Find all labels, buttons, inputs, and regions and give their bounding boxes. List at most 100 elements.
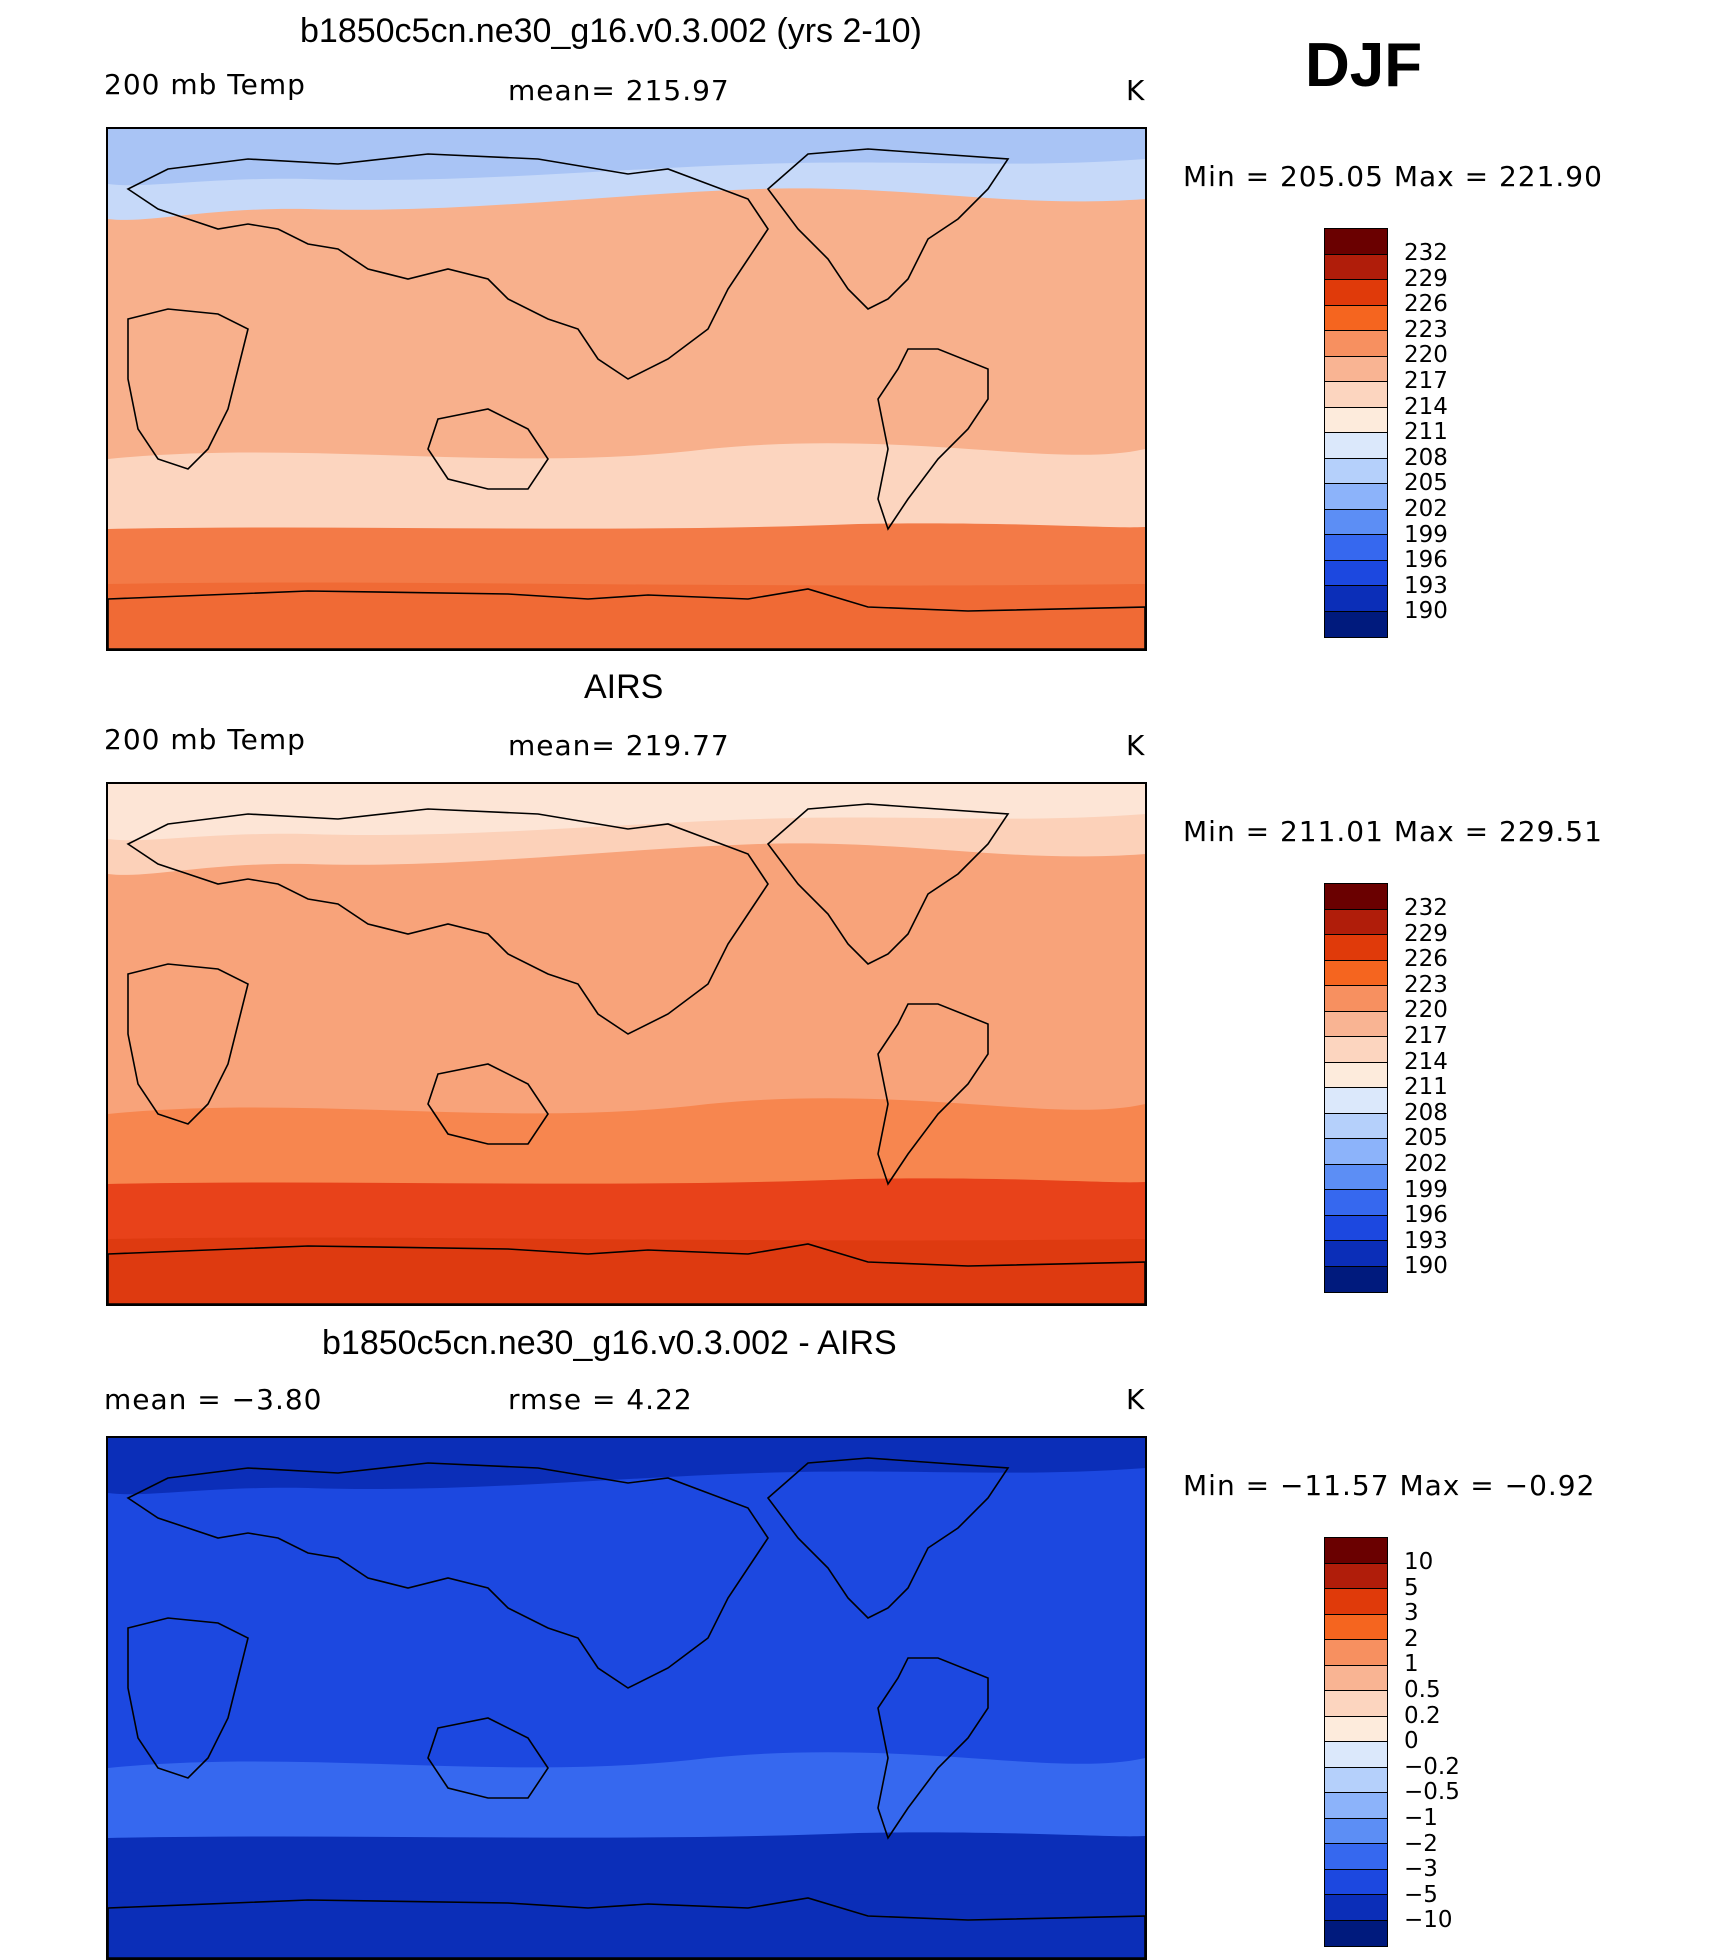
colorbar-box <box>1325 1614 1387 1640</box>
field-north-high <box>108 129 1145 186</box>
field-mid-band <box>108 1098 1145 1194</box>
panel-1-mean: mean= 215.97 <box>508 74 730 107</box>
colorbar-tick-label: −10 <box>1404 1907 1453 1934</box>
colorbar-tick-label: 220 <box>1404 342 1448 369</box>
panel-3-units: K <box>1126 1383 1146 1416</box>
colorbar-box <box>1325 509 1387 535</box>
colorbar-tick-label: −5 <box>1404 1881 1438 1908</box>
panel-3-colorbar-ticks: 10 5 3 2 1 0.5 0.2 0 −0.2 −0.5 −1 −2 −3 −5 −10 <box>1404 1549 1460 1934</box>
colorbar-box <box>1325 356 1387 382</box>
panel-2-colorbar <box>1324 883 1388 1293</box>
colorbar-box <box>1325 586 1387 612</box>
panel-1-variable: 200 mb Temp <box>104 68 306 101</box>
colorbar-tick-label: 229 <box>1404 920 1448 947</box>
coastline <box>877 1003 989 1186</box>
coastline <box>108 588 1145 649</box>
colorbar-box <box>1325 1640 1387 1666</box>
colorbar-box <box>1325 433 1387 459</box>
panel-1-units: K <box>1126 74 1146 107</box>
coastline <box>127 308 249 470</box>
field-mid-band <box>108 1752 1145 1848</box>
coastline <box>427 408 549 490</box>
field-antarctic <box>108 582 1145 649</box>
panel-3-mean: mean = −3.80 <box>104 1383 323 1416</box>
colorbar-box <box>1325 1563 1387 1589</box>
colorbar-box <box>1325 1844 1387 1870</box>
colorbar-tick-label: 223 <box>1404 971 1448 998</box>
panel-2-title: AIRS <box>584 668 664 706</box>
colorbar-tick-label: 208 <box>1404 1099 1448 1126</box>
panel-1-title: b1850c5cn.ne30_g16.v0.3.002 (yrs 2-10) <box>300 12 922 50</box>
colorbar-box <box>1325 935 1387 961</box>
panel-2-variable: 200 mb Temp <box>104 723 306 756</box>
panel-1-field <box>108 129 1145 649</box>
colorbar-tick-label: −1 <box>1404 1804 1438 1831</box>
colorbar-tick-label: 10 <box>1404 1549 1434 1575</box>
colorbar-box <box>1325 560 1387 586</box>
colorbar-box <box>1325 1164 1387 1190</box>
field-north-high <box>108 784 1145 841</box>
colorbar-box <box>1325 407 1387 433</box>
colorbar-tick-label: 3 <box>1404 1600 1419 1627</box>
colorbar-box <box>1325 1742 1387 1768</box>
colorbar-box <box>1325 1691 1387 1717</box>
colorbar-tick-label: 223 <box>1404 316 1448 343</box>
colorbar-box <box>1325 611 1387 637</box>
colorbar-tick-label: 5 <box>1404 1574 1419 1601</box>
field-antarctic <box>108 1891 1145 1958</box>
colorbar-tick-label: 199 <box>1404 1176 1448 1203</box>
colorbar-tick-label: 211 <box>1404 419 1448 446</box>
colorbar-tick-label: 202 <box>1404 495 1448 522</box>
colorbar-tick-label: 214 <box>1404 393 1448 420</box>
coastline <box>766 1457 1010 1619</box>
panel-2-mean: mean= 219.77 <box>508 729 730 762</box>
colorbar-tick-label: −0.2 <box>1404 1753 1460 1780</box>
colorbar-box <box>1325 1037 1387 1063</box>
colorbar-box <box>1325 909 1387 935</box>
panel-3-minmax: Min = −11.57 Max = −0.92 <box>1183 1469 1596 1502</box>
colorbar-box <box>1325 1767 1387 1793</box>
panel-1-map <box>106 127 1147 651</box>
colorbar-tick-label: 0 <box>1404 1728 1419 1755</box>
panel-2-map <box>106 782 1147 1306</box>
coastline <box>877 348 989 531</box>
colorbar-box <box>1325 305 1387 331</box>
colorbar-tick-label: 226 <box>1404 291 1448 318</box>
colorbar-tick-label: 226 <box>1404 946 1448 973</box>
colorbar-box <box>1325 1266 1387 1292</box>
colorbar-box <box>1325 1869 1387 1895</box>
coastline <box>127 1617 249 1779</box>
coastline <box>127 963 249 1125</box>
colorbar-tick-label: 205 <box>1404 470 1448 497</box>
panel-3-title: b1850c5cn.ne30_g16.v0.3.002 - AIRS <box>322 1324 897 1362</box>
coastline <box>427 1063 549 1145</box>
coastline <box>126 1462 769 1689</box>
panel-3-rmse: rmse = 4.22 <box>508 1383 693 1416</box>
colorbar-tick-label: 196 <box>1404 547 1448 574</box>
coastline <box>877 1657 989 1840</box>
colorbar-tick-label: 190 <box>1404 598 1448 625</box>
field-antarctic <box>108 1237 1145 1304</box>
colorbar-box <box>1325 382 1387 408</box>
colorbar-box <box>1325 1665 1387 1691</box>
colorbar-box <box>1325 1011 1387 1037</box>
colorbar-box <box>1325 331 1387 357</box>
colorbar-tick-label: 232 <box>1404 895 1448 921</box>
colorbar-tick-label: 217 <box>1404 367 1448 394</box>
colorbar-box <box>1325 1190 1387 1216</box>
colorbar-box <box>1325 458 1387 484</box>
colorbar-box <box>1325 1716 1387 1742</box>
colorbar-tick-label: 208 <box>1404 444 1448 471</box>
coastline <box>427 1717 549 1799</box>
panel-3-map <box>106 1436 1147 1960</box>
colorbar-tick-label: 0.2 <box>1404 1702 1441 1729</box>
colorbar-box <box>1325 484 1387 510</box>
panel-3-colorbar <box>1324 1537 1388 1947</box>
colorbar-tick-label: 0.5 <box>1404 1676 1441 1703</box>
colorbar-tick-label: 190 <box>1404 1253 1448 1280</box>
coastline <box>108 1897 1145 1958</box>
colorbar-tick-label: 229 <box>1404 265 1448 292</box>
season-label: DJF <box>1305 31 1423 100</box>
panel-2-field <box>108 784 1145 1304</box>
panel-2-colorbar-ticks: 232 229 226 223 220 217 214 211 208 205 202 199 196 1… <box>1404 895 1448 1280</box>
